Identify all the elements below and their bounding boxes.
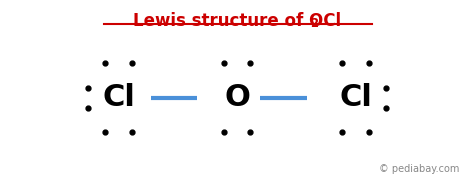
Text: Lewis structure of OCl: Lewis structure of OCl xyxy=(133,12,341,30)
Text: O: O xyxy=(224,83,250,112)
Text: © pediabay.com: © pediabay.com xyxy=(379,164,460,174)
Text: 2: 2 xyxy=(310,17,319,30)
Text: Cl: Cl xyxy=(102,83,135,112)
Text: Cl: Cl xyxy=(339,83,372,112)
